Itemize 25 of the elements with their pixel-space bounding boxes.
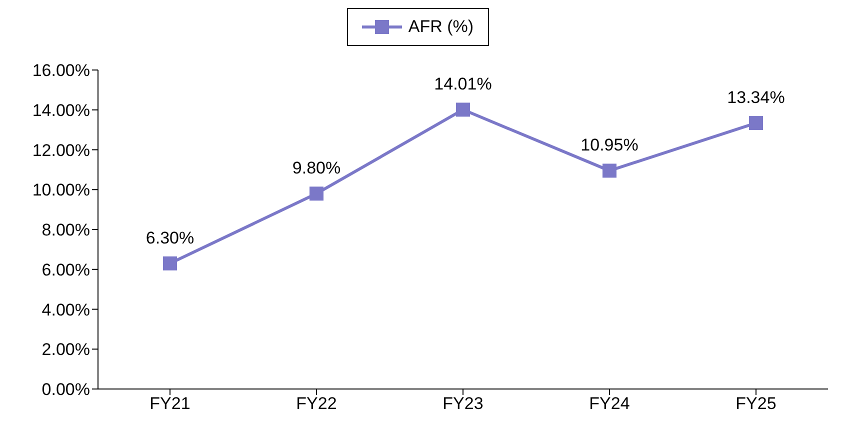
data-label: 6.30%: [146, 228, 194, 248]
point: [602, 164, 616, 178]
y-tick-label: 0.00%: [42, 380, 90, 400]
y-tick-label: 6.00%: [42, 260, 90, 280]
y-tick-label: 14.00%: [32, 100, 90, 120]
data-label: 10.95%: [580, 136, 638, 155]
y-tick-label: 12.00%: [32, 140, 90, 160]
y-tick-label: 2.00%: [42, 340, 90, 360]
x-tick-label: FY25: [736, 394, 776, 414]
legend-label: AFR (%): [408, 17, 474, 37]
x-tick-label: FY24: [589, 394, 630, 414]
x-tick-label: FY22: [296, 394, 337, 414]
y-tick-label: 8.00%: [42, 220, 90, 240]
point: [456, 102, 470, 117]
point: [163, 256, 177, 270]
y-tick-label: 16.00%: [32, 61, 90, 80]
data-label: 13.34%: [727, 88, 785, 108]
y-tick-label: 10.00%: [32, 180, 90, 200]
point: [749, 116, 763, 130]
x-tick-label: FY21: [150, 394, 190, 414]
point: [310, 186, 324, 201]
x-tick-label: FY23: [442, 394, 484, 414]
y-tick-label: 4.00%: [42, 300, 90, 320]
data-label: 14.01%: [434, 74, 492, 94]
data-label: 9.80%: [292, 158, 341, 178]
